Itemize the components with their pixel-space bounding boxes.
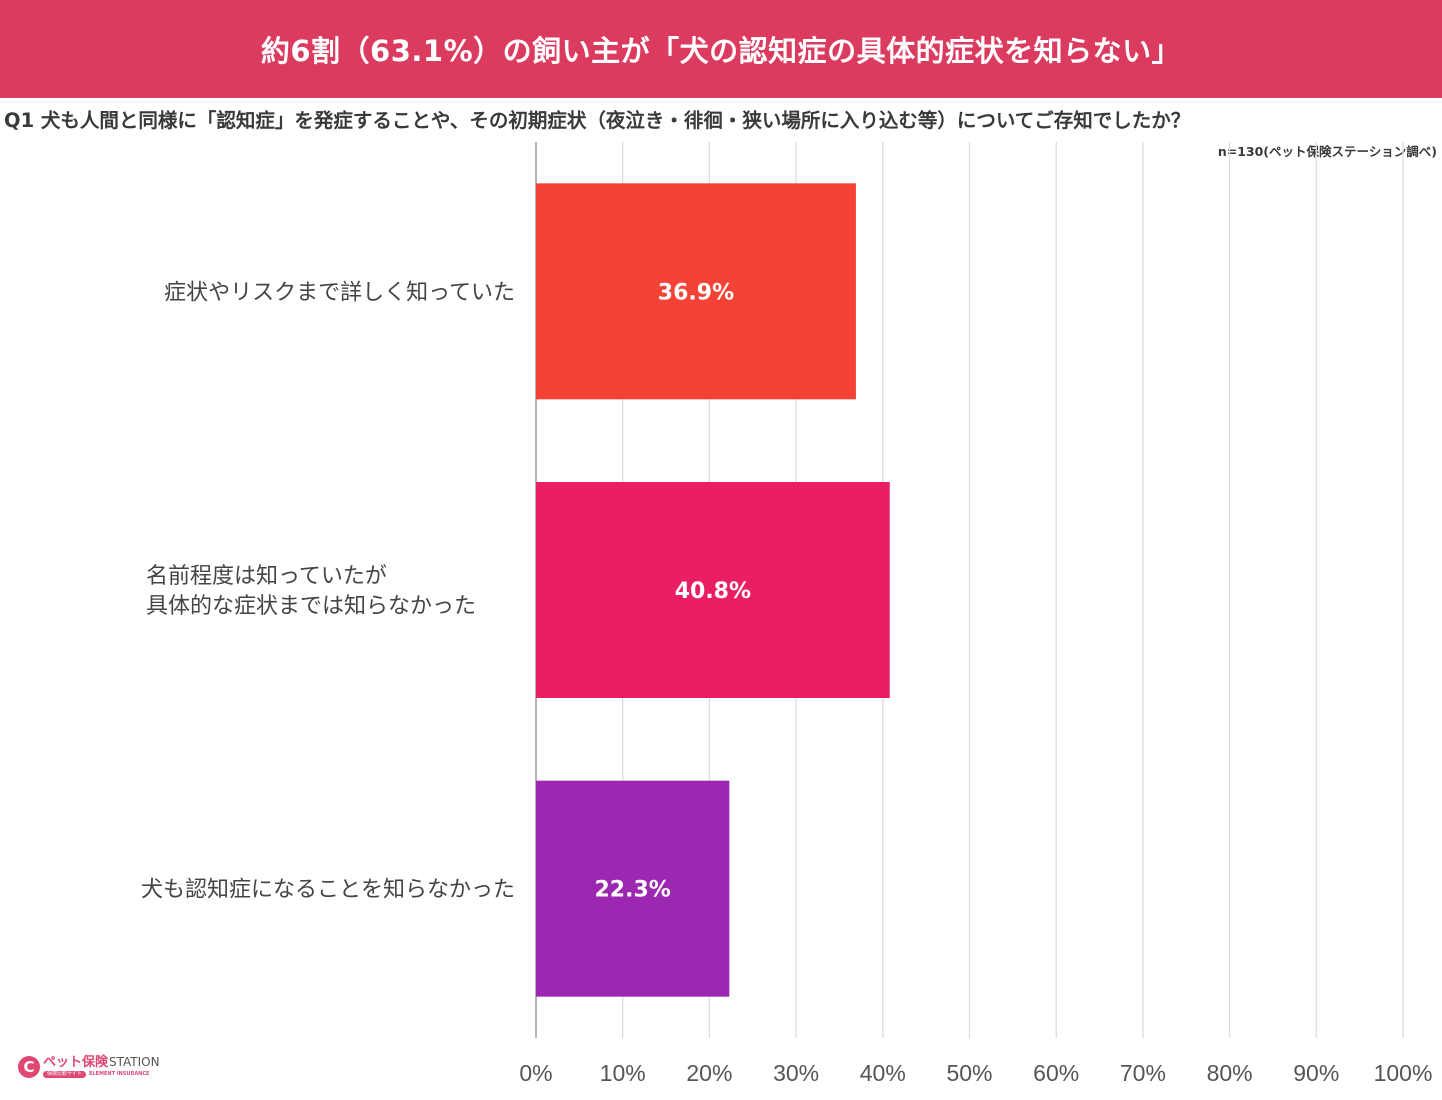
brand-logo: C ペット保険 STATION 保険比較サイト ELEMENT INSURANC… xyxy=(18,1053,160,1081)
category-label: 具体的な症状までは知らなかった xyxy=(146,594,476,619)
logo-tagline: 保険比較サイト xyxy=(43,1071,87,1078)
x-tick-label: 20% xyxy=(686,1060,732,1086)
logo-name-jp: ペット保険 xyxy=(43,1055,109,1070)
x-tick-label: 100% xyxy=(1374,1060,1433,1086)
x-tick-label: 10% xyxy=(600,1060,646,1086)
chart-title: 約6割（63.1%）の飼い主が「犬の認知症の具体的症状を知らない」 xyxy=(260,34,1182,68)
title-banner: 約6割（63.1%）の飼い主が「犬の認知症の具体的症状を知らない」 xyxy=(0,0,1442,98)
category-label: 犬も認知症になることを知らなかった xyxy=(141,878,515,903)
x-tick-label: 50% xyxy=(946,1060,992,1086)
x-tick-label: 40% xyxy=(860,1060,906,1086)
bar-value-label: 40.8% xyxy=(675,579,751,604)
bar-value-label: 36.9% xyxy=(658,280,734,305)
bars: 36.9% 40.8% 22.3% xyxy=(536,183,890,997)
category-label: 症状やリスクまで詳しく知っていた xyxy=(164,280,515,305)
x-tick-label: 0% xyxy=(519,1060,552,1086)
x-tick-label: 80% xyxy=(1207,1060,1253,1086)
logo-company: ELEMENT INSURANCE xyxy=(89,1071,150,1077)
bar xyxy=(536,183,856,400)
x-axis-ticks: 0% 10% 20% 30% 40% 50% 60% 70% 80% 90% 100% xyxy=(519,1060,1432,1086)
x-tick-label: 70% xyxy=(1120,1060,1166,1086)
logo-c-icon: C xyxy=(18,1056,40,1078)
x-tick-label: 90% xyxy=(1293,1060,1339,1086)
x-tick-label: 30% xyxy=(773,1060,819,1086)
category-label: 名前程度は知っていたが xyxy=(146,564,387,589)
x-tick-label: 60% xyxy=(1033,1060,1079,1086)
question-text: Q1 犬も人間と同様に「認知症」を発症することや、その初期症状（夜泣き・徘徊・狭… xyxy=(4,109,1191,132)
sample-note: n=130(ペット保険ステーション調べ) xyxy=(1217,144,1437,159)
bar xyxy=(536,482,890,698)
bar xyxy=(536,780,730,997)
bar-value-label: 22.3% xyxy=(595,878,671,903)
category-labels: 症状やリスクまで詳しく知っていた名前程度は知っていたが具体的な症状までは知らなか… xyxy=(141,280,515,902)
logo-name-en: STATION xyxy=(109,1055,160,1069)
